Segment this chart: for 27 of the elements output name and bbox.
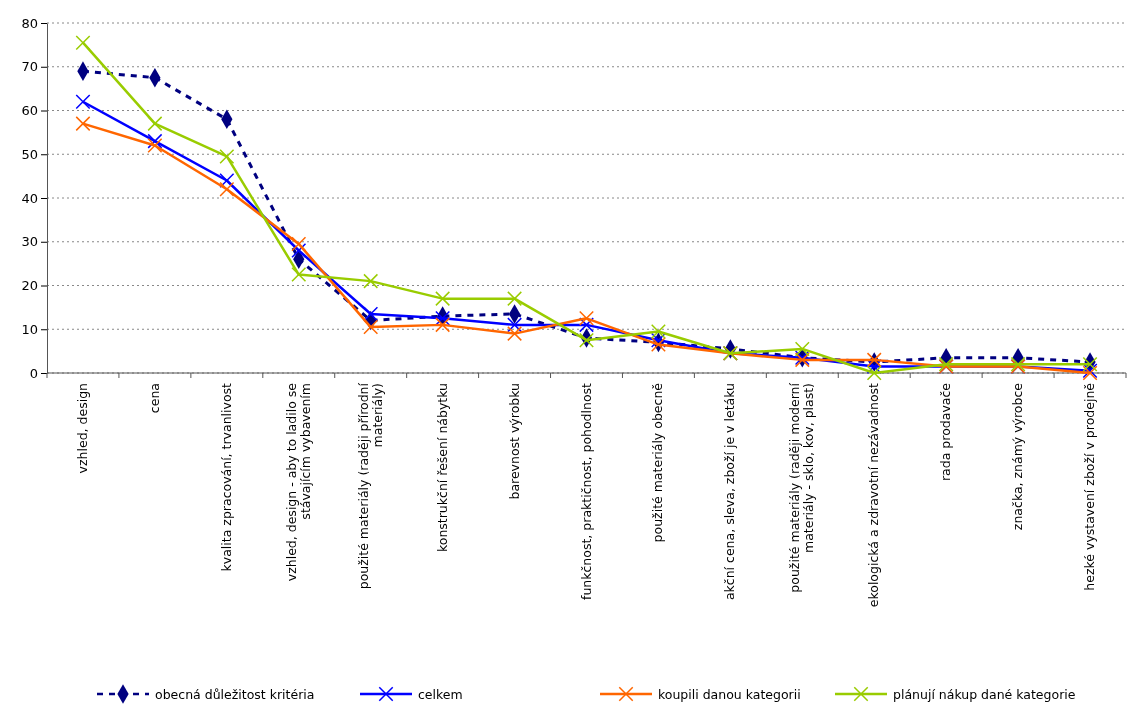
x-tick-label: kvalita zpracování, trvanlivost [218, 382, 234, 572]
x-tick-label: barevnost výrobku [506, 383, 522, 500]
x-tick-label: použité materiály (raději moderní materiály - sklo, kov, plast) [787, 382, 817, 593]
y-tick-label: 20 [21, 278, 38, 294]
x-tick-label: ekologická a zdravotní nezávadnost [866, 382, 882, 608]
x-tick-label: vzhled, design [74, 383, 90, 474]
y-tick-label: 30 [21, 234, 38, 250]
x-tick-label: použité materiály obecně [650, 382, 666, 543]
y-tick-label: 70 [21, 59, 38, 75]
x-tick-label: hezké vystavení zboží v prodejně [1082, 382, 1098, 591]
x-tick-label: funkčnost, praktičnost, pohodlnost [578, 382, 594, 600]
y-tick-label: 10 [21, 321, 38, 337]
legend-label: plánují nákup dané kategorie [893, 686, 1076, 702]
y-tick-label: 40 [21, 190, 38, 206]
x-tick-label: cena [146, 383, 162, 414]
legend-label: celkem [418, 686, 463, 702]
y-tick-label: 50 [21, 146, 38, 162]
x-tick-label: akční cena, sleva, zboží je v letáku [722, 383, 738, 601]
legend-label: koupili danou kategorii [658, 686, 801, 702]
x-tick-label: konstrukční řešení nábytku [434, 383, 450, 553]
x-tick-label: značka, známý výrobce [1010, 382, 1026, 531]
y-tick-label: 0 [29, 365, 38, 381]
y-tick-label: 80 [21, 15, 38, 31]
x-tick-label: rada prodavače [938, 382, 954, 482]
x-tick-label: použité materiály (raději přírodní materiály) [355, 382, 385, 590]
legend-label: obecná důležitost kritéria [155, 686, 315, 702]
y-tick-label: 60 [21, 103, 38, 119]
